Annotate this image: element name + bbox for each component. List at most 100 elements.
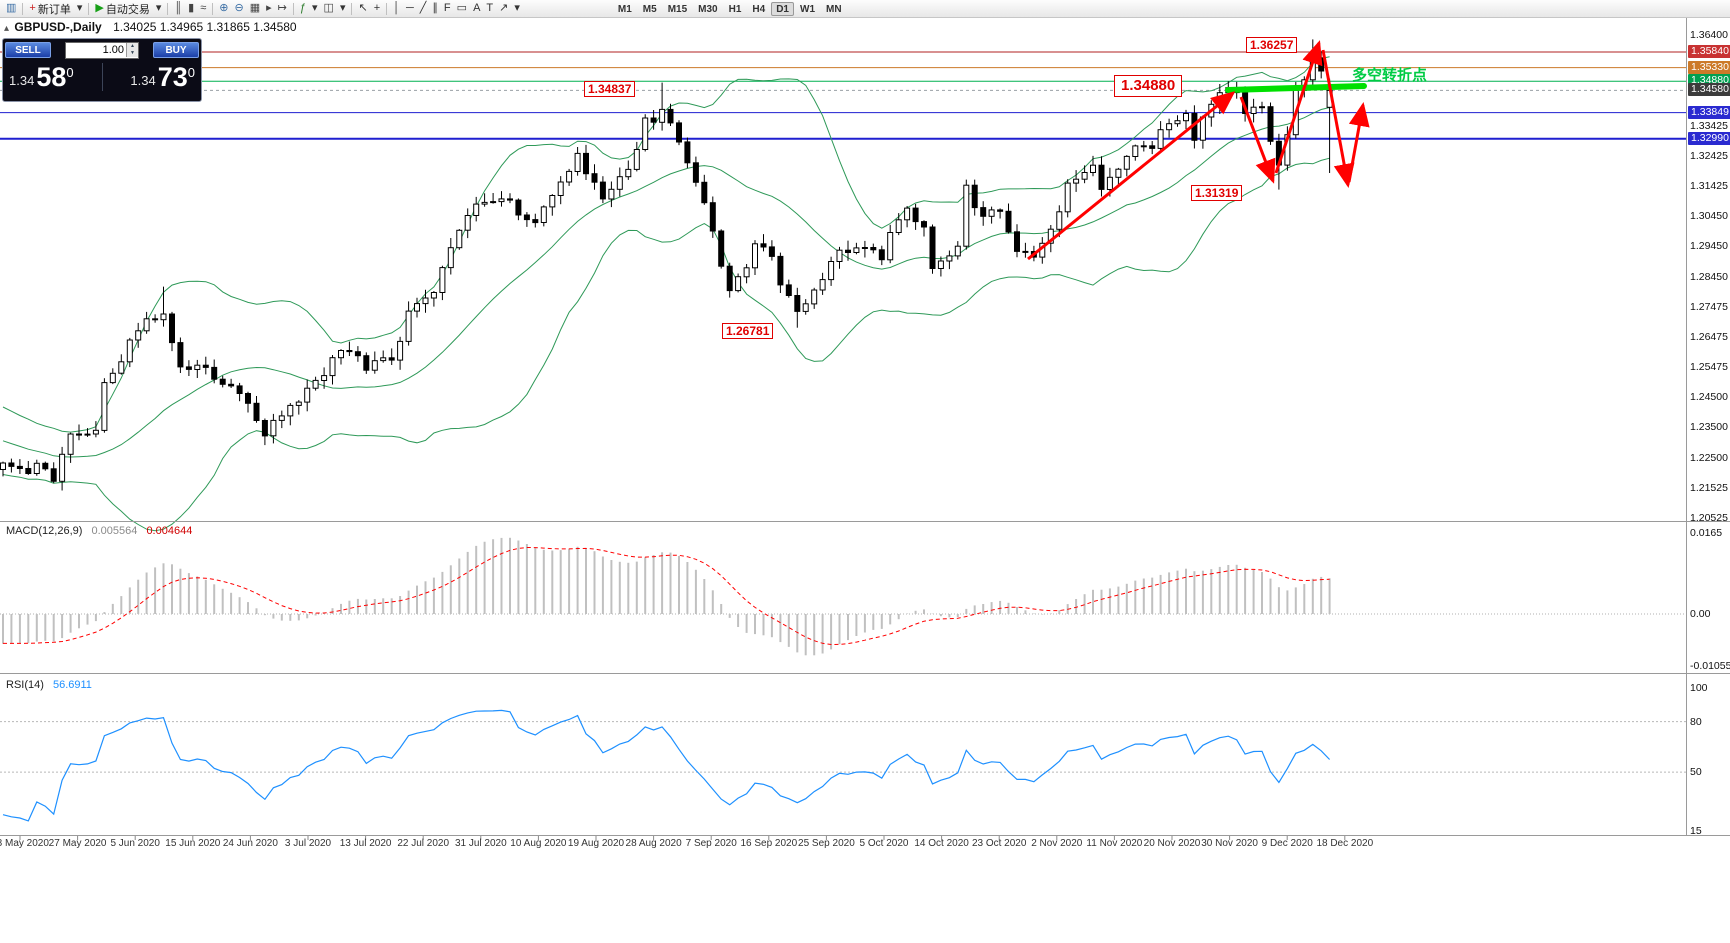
line-chart-icon: ≈ bbox=[200, 2, 207, 14]
sell-button[interactable]: SELL bbox=[5, 42, 51, 58]
fibonacci-icon: F bbox=[443, 2, 451, 14]
cursor-icon[interactable]: ↖ bbox=[355, 1, 370, 16]
buy-button[interactable]: BUY bbox=[153, 42, 199, 58]
new-chart-icon[interactable]: ▥ bbox=[3, 1, 19, 16]
trendline-icon[interactable]: ╱ bbox=[417, 1, 430, 16]
label-icon[interactable]: T bbox=[483, 1, 496, 16]
horizontal-line-icon[interactable]: ─ bbox=[403, 1, 417, 16]
new-order-button[interactable]: + 新订单 bbox=[26, 1, 73, 16]
volume-up-icon[interactable]: ▲ bbox=[127, 43, 138, 50]
candlestick-chart-icon[interactable]: ▮ bbox=[185, 1, 197, 16]
shapes-icon[interactable]: ▭ bbox=[454, 1, 470, 16]
cursor-icon: ↖ bbox=[358, 2, 368, 14]
symbol-period-label: GBPUSD-,Daily bbox=[14, 20, 102, 34]
zoom-in-icon: ⊕ bbox=[219, 2, 229, 14]
new-order-dropdown-icon[interactable]: ▾ bbox=[74, 1, 86, 16]
horizontal-lines[interactable] bbox=[0, 51, 1686, 140]
toolbar-separator bbox=[351, 2, 353, 15]
macd-value-signal: 0.004644 bbox=[146, 525, 193, 537]
zoom-in-icon[interactable]: ⊕ bbox=[216, 1, 231, 16]
arrows-dropdown-icon: ▾ bbox=[514, 2, 520, 14]
buy-price-point: 0 bbox=[187, 64, 195, 80]
auto-scroll-icon[interactable]: ▸ bbox=[263, 1, 275, 16]
timeframe-group: M1 M5 M15 M30 H1 H4 D1 W1 MN bbox=[613, 1, 847, 16]
autotrade-button-label: 自动交易 bbox=[105, 3, 150, 16]
auto-scroll-icon: ▸ bbox=[266, 2, 272, 14]
indicators-dropdown-icon[interactable]: ▾ bbox=[309, 1, 321, 16]
rsi-indicator bbox=[0, 709, 1686, 822]
macd-label: MACD(12,26,9) 0.005564 0.004644 bbox=[6, 525, 198, 537]
text-icon[interactable]: A bbox=[470, 1, 483, 16]
toolbar-separator bbox=[292, 2, 294, 15]
arrows-tool-icon[interactable]: ↗ bbox=[496, 1, 511, 16]
channel-icon: ∥ bbox=[432, 2, 438, 14]
timeframe-d1[interactable]: D1 bbox=[771, 1, 794, 16]
buy-price-base: 1.34 bbox=[130, 72, 156, 88]
chart-shift-icon[interactable]: ↦ bbox=[275, 1, 290, 16]
sell-price-base: 1.34 bbox=[9, 72, 35, 88]
candlesticks bbox=[0, 39, 1333, 491]
label-icon: T bbox=[486, 2, 494, 14]
sell-price[interactable]: 1.34 58 0 bbox=[9, 61, 74, 92]
arrows-dropdown-icon[interactable]: ▾ bbox=[511, 1, 523, 16]
timeframe-h4[interactable]: H4 bbox=[747, 2, 770, 16]
bar-chart-icon[interactable]: ║ bbox=[171, 1, 185, 16]
autotrade-button[interactable]: ▶ 自动交易 bbox=[92, 1, 152, 16]
rsi-label: RSI(14) 56.6911 bbox=[6, 679, 98, 691]
candlestick-chart-icon: ▮ bbox=[188, 2, 195, 14]
timeframe-w1[interactable]: W1 bbox=[795, 2, 820, 16]
text-icon: A bbox=[473, 2, 481, 14]
timeframe-h1[interactable]: H1 bbox=[724, 2, 747, 16]
autotrade-button: ▶ bbox=[95, 2, 104, 14]
templates-icon[interactable]: ◫ bbox=[321, 1, 337, 16]
pane-separators[interactable] bbox=[0, 17, 1730, 840]
timeframe-m1[interactable]: M1 bbox=[613, 2, 637, 16]
sell-price-pips: 58 bbox=[36, 61, 67, 92]
new-order-dropdown-icon: ▾ bbox=[76, 2, 83, 14]
vertical-line-icon: │ bbox=[393, 2, 400, 14]
zoom-out-icon[interactable]: ⊖ bbox=[232, 1, 247, 16]
indicators-icon[interactable]: ƒ bbox=[297, 1, 309, 16]
trend-drawings[interactable] bbox=[1027, 40, 1370, 261]
new-order-button: + bbox=[29, 2, 36, 14]
macd-indicator bbox=[0, 537, 1686, 656]
buy-price-pips: 73 bbox=[157, 61, 188, 92]
macd-name: MACD(12,26,9) bbox=[6, 525, 83, 537]
new-order-button-label: 新订单 bbox=[37, 3, 71, 16]
zoom-out-icon: ⊖ bbox=[234, 2, 244, 14]
timeframe-m30[interactable]: M30 bbox=[693, 2, 722, 16]
timeframe-m15[interactable]: M15 bbox=[663, 2, 692, 16]
fibonacci-icon[interactable]: F bbox=[441, 1, 454, 16]
volume-down-icon[interactable]: ▼ bbox=[127, 50, 138, 57]
macd-value-main: 0.005564 bbox=[91, 525, 138, 537]
crosshair-icon[interactable]: + bbox=[371, 1, 383, 16]
indicators-dropdown-icon: ▾ bbox=[312, 2, 318, 14]
chart-title: ▴ GBPUSD-,Daily 1.34025 1.34965 1.31865 … bbox=[4, 20, 297, 34]
templates-dropdown-icon[interactable]: ▾ bbox=[337, 1, 349, 16]
buy-price[interactable]: 1.34 73 0 bbox=[130, 61, 195, 92]
timeframe-m5[interactable]: M5 bbox=[638, 2, 662, 16]
vertical-line-icon[interactable]: │ bbox=[390, 1, 403, 16]
templates-dropdown-icon: ▾ bbox=[339, 2, 346, 14]
toolbar-separator bbox=[22, 2, 24, 15]
volume-field[interactable]: 1.00 ▲ ▼ bbox=[65, 41, 139, 59]
trendline-icon: ╱ bbox=[419, 2, 427, 14]
line-chart-icon[interactable]: ≈ bbox=[197, 1, 209, 16]
autotrade-dropdown-icon: ▾ bbox=[155, 2, 162, 14]
chart-shift-icon: ↦ bbox=[277, 2, 287, 14]
shapes-icon: ▭ bbox=[456, 2, 468, 14]
rsi-value: 56.6911 bbox=[52, 679, 92, 691]
collapse-icon[interactable]: ▴ bbox=[4, 23, 10, 34]
ohlc-values: 1.34025 1.34965 1.31865 1.34580 bbox=[113, 20, 297, 34]
tile-windows-icon[interactable]: ▦ bbox=[247, 1, 263, 16]
toolbar-separator bbox=[167, 2, 169, 15]
timeframe-mn[interactable]: MN bbox=[821, 2, 847, 16]
tile-windows-icon: ▦ bbox=[249, 2, 261, 14]
bar-chart-icon: ║ bbox=[174, 2, 183, 14]
autotrade-dropdown-icon[interactable]: ▾ bbox=[153, 1, 165, 16]
channel-icon[interactable]: ∥ bbox=[429, 1, 441, 16]
bollinger-bands bbox=[2, 56, 1330, 532]
volume-spinner[interactable]: ▲ ▼ bbox=[126, 43, 138, 57]
toolbar-separator bbox=[386, 2, 388, 15]
